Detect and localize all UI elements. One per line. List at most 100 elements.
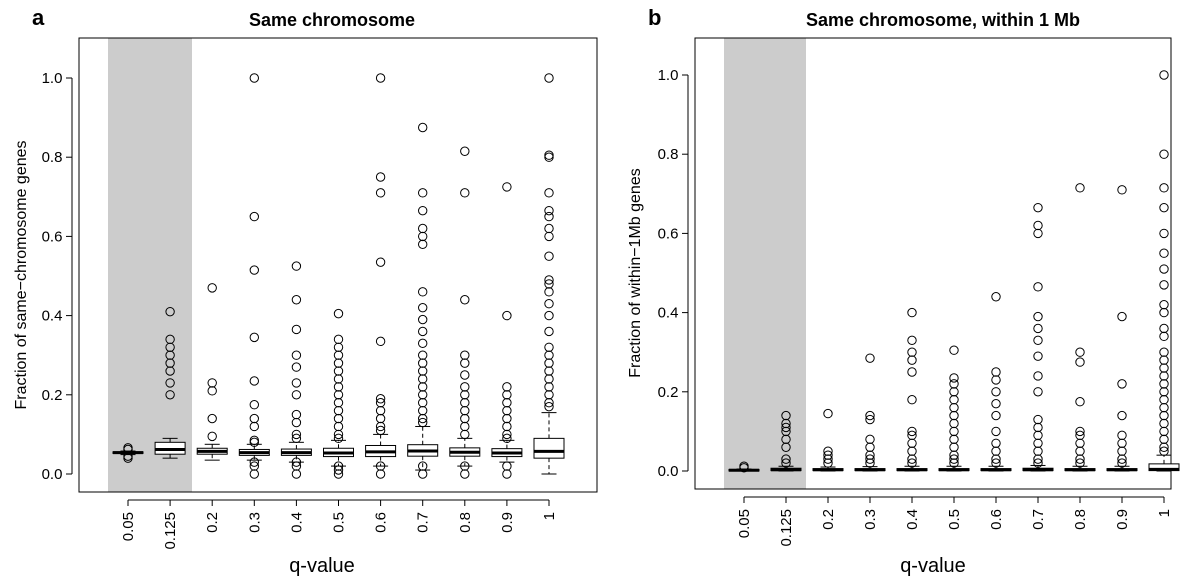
outlier-point xyxy=(333,350,344,360)
outlier-point xyxy=(991,458,1001,468)
outlier-point xyxy=(418,223,428,234)
y-tick-label: 0.4 xyxy=(42,308,63,325)
panel-a-title: Same chromosome xyxy=(249,10,415,30)
box-0.6 xyxy=(365,73,397,479)
outlier-point xyxy=(544,374,554,384)
outlier-point xyxy=(418,287,428,297)
outlier-point xyxy=(865,410,875,421)
outlier-point xyxy=(1033,422,1043,433)
x-tick-label: 0.125 xyxy=(778,509,795,547)
outlier-point xyxy=(1159,410,1169,421)
box-0.4 xyxy=(280,261,312,479)
x-tick-label: 0.2 xyxy=(820,509,837,530)
outlier-point xyxy=(502,310,512,321)
box-0.9 xyxy=(491,182,523,479)
outlier-point xyxy=(823,450,833,460)
outlier-point xyxy=(991,367,1001,377)
outlier-point xyxy=(375,188,386,198)
outlier-point xyxy=(781,454,791,464)
outlier-point xyxy=(418,461,428,471)
outlier-point xyxy=(460,382,470,392)
outlier-point xyxy=(544,150,554,160)
outlier-point xyxy=(907,430,917,441)
box-0.4 xyxy=(896,307,928,472)
outlier-point xyxy=(544,358,554,368)
outlier-point xyxy=(375,413,386,424)
box-0.3 xyxy=(238,73,270,479)
outlier-point xyxy=(1159,371,1169,381)
outlier-point xyxy=(418,366,428,376)
outlier-point xyxy=(1033,220,1043,231)
x-tick-label: 1 xyxy=(541,512,558,520)
outlier-point xyxy=(460,370,470,380)
outlier-point xyxy=(418,469,428,479)
outlier-point xyxy=(333,413,344,424)
outlier-point xyxy=(1033,311,1043,322)
outlier-point xyxy=(375,172,386,182)
y-tick-label: 0.0 xyxy=(42,466,63,483)
outlier-point xyxy=(544,152,554,162)
x-tick-label: 0.8 xyxy=(1072,509,1089,530)
outlier-point xyxy=(544,299,554,309)
outlier-point xyxy=(418,188,428,198)
outlier-point xyxy=(418,374,428,384)
outlier-point xyxy=(249,461,260,471)
outlier-point xyxy=(375,405,386,416)
outlier-point xyxy=(949,345,959,355)
outlier-point xyxy=(1117,379,1127,389)
outlier-point xyxy=(907,307,917,318)
outlier-point xyxy=(502,405,512,416)
outlier-point xyxy=(249,413,260,424)
outlier-point xyxy=(1075,438,1085,448)
outlier-point xyxy=(781,422,791,433)
outlier-point xyxy=(375,425,386,436)
outlier-point xyxy=(291,261,302,271)
outlier-point xyxy=(249,376,260,386)
outlier-point xyxy=(123,443,133,453)
box-0.05 xyxy=(112,443,144,463)
outlier-point xyxy=(991,426,1001,437)
y-tick-label: 0.6 xyxy=(42,228,63,245)
outlier-point xyxy=(1159,183,1169,193)
outlier-point xyxy=(907,446,917,456)
outlier-point xyxy=(1033,458,1043,468)
outlier-point xyxy=(1159,331,1169,342)
outlier-point xyxy=(1159,446,1169,456)
outlier-point xyxy=(1159,347,1169,357)
y-tick-label: 0.2 xyxy=(658,384,679,401)
outlier-point xyxy=(1033,387,1043,397)
box-0.6 xyxy=(980,292,1012,472)
outlier-point xyxy=(333,342,344,352)
panel-b: b Same chromosome, within 1 Mb Fraction … xyxy=(627,5,1180,577)
outlier-point xyxy=(418,302,428,313)
outlier-point xyxy=(291,295,302,305)
box-0.5 xyxy=(323,308,354,479)
outlier-point xyxy=(249,332,260,343)
outlier-point xyxy=(418,390,428,400)
outlier-point xyxy=(1075,446,1085,456)
outlier-point xyxy=(460,469,470,479)
outlier-point xyxy=(949,434,959,445)
outlier-point xyxy=(544,326,554,337)
outlier-point xyxy=(460,461,470,471)
outlier-point xyxy=(249,421,260,432)
outlier-point xyxy=(544,211,554,222)
outlier-point xyxy=(291,350,302,360)
outlier-point xyxy=(460,390,470,400)
outlier-point xyxy=(418,358,428,368)
outlier-point xyxy=(1033,430,1043,441)
outlier-point xyxy=(291,429,302,440)
panel-a: a Same chromosome Fraction of same−chrom… xyxy=(13,5,598,577)
outlier-point xyxy=(1159,299,1169,310)
outlier-point xyxy=(1159,434,1169,445)
outlier-point xyxy=(544,275,554,285)
outlier-point xyxy=(1159,248,1169,258)
outlier-point xyxy=(502,182,512,192)
y-tick-label: 0.0 xyxy=(658,463,679,480)
outlier-point xyxy=(418,382,428,392)
outlier-point xyxy=(865,442,875,452)
outlier-point xyxy=(333,405,344,416)
outlier-point xyxy=(865,434,875,445)
x-tick-label: 0.05 xyxy=(120,512,137,541)
outlier-point xyxy=(249,469,260,479)
